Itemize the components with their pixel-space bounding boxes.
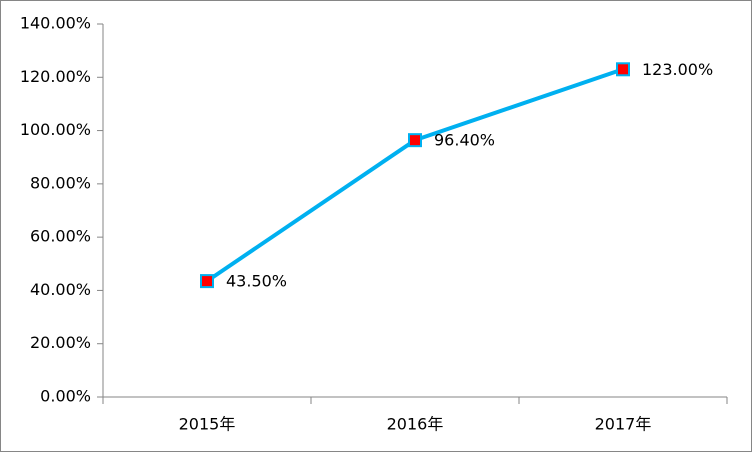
marker	[616, 62, 630, 77]
x-tick-label: 2015年	[179, 415, 236, 434]
x-tick-label: 2017年	[595, 415, 652, 434]
marker	[200, 274, 214, 289]
y-tick-label: 40.00%	[30, 280, 91, 299]
y-tick-label: 100.00%	[20, 120, 91, 139]
x-tick-label: 2016年	[387, 415, 444, 434]
y-tick-label: 120.00%	[20, 67, 91, 86]
data-label: 43.50%	[226, 272, 287, 291]
y-tick-label: 20.00%	[30, 333, 91, 352]
y-tick-label: 0.00%	[40, 387, 91, 406]
data-label: 123.00%	[642, 60, 713, 79]
data-label: 96.40%	[434, 131, 495, 150]
marker	[408, 133, 422, 148]
y-tick-label: 60.00%	[30, 227, 91, 246]
y-tick-label: 140.00%	[20, 14, 91, 33]
y-tick-label: 80.00%	[30, 173, 91, 192]
